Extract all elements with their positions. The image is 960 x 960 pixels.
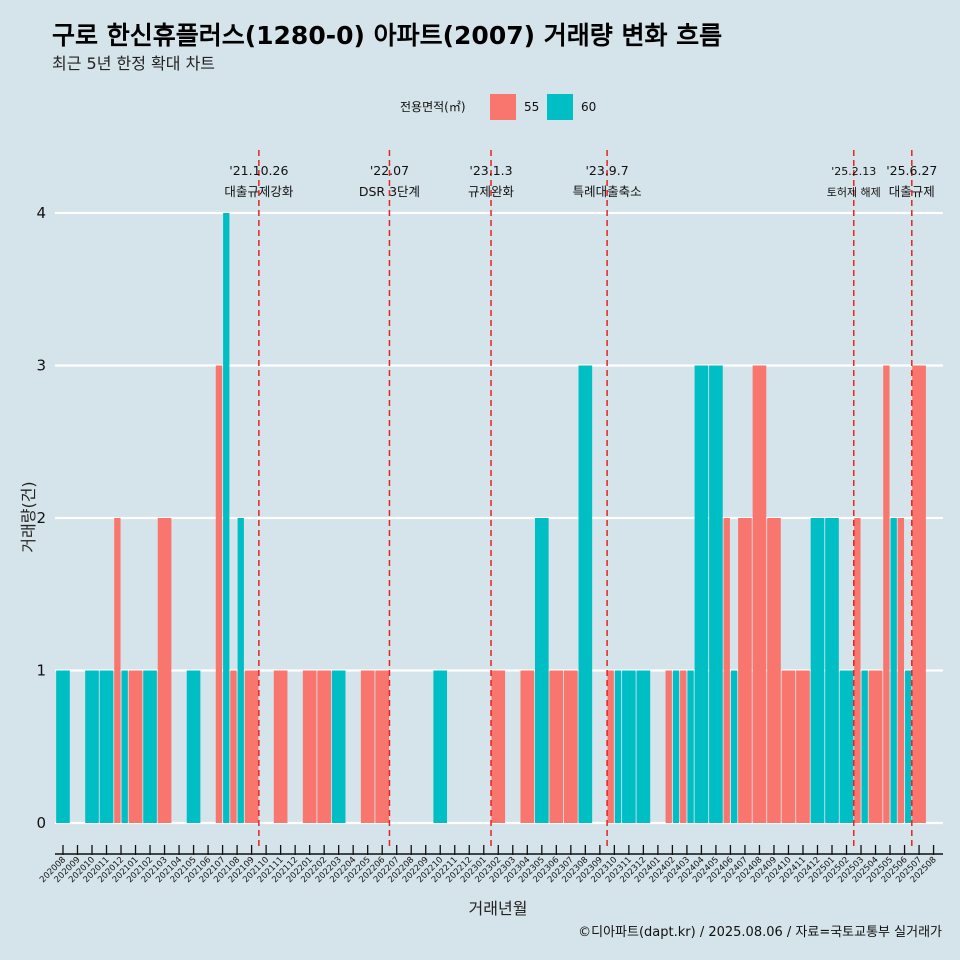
bar-60-202210 bbox=[433, 670, 448, 823]
bar-55-202503 bbox=[854, 518, 861, 823]
bar-55-202306 bbox=[549, 670, 564, 823]
y-tick-label: 3 bbox=[36, 357, 46, 375]
bar-60-202503 bbox=[861, 670, 868, 823]
bar-55-202507 bbox=[912, 365, 926, 823]
bar-55-202402 bbox=[665, 670, 672, 823]
bar-55-202410 bbox=[781, 670, 796, 823]
bar-60-202012 bbox=[121, 670, 128, 823]
bar-60-202406 bbox=[730, 670, 738, 823]
event-date: '23.9.7 bbox=[585, 163, 628, 178]
bar-60-202311 bbox=[622, 670, 636, 823]
bar-55-202205 bbox=[360, 670, 375, 823]
bar-55-202310 bbox=[607, 670, 614, 823]
bar-55-202504 bbox=[868, 670, 883, 823]
legend: 전용면적(㎡) 55 60 bbox=[400, 94, 596, 120]
bar-55-202409 bbox=[767, 518, 781, 823]
bar-60-202102 bbox=[143, 670, 157, 823]
event-date: '25.2.13 bbox=[831, 165, 876, 178]
y-tick-label: 4 bbox=[36, 204, 46, 222]
bar-55-202505 bbox=[883, 365, 890, 823]
bar-55-202103 bbox=[157, 518, 172, 823]
bar-60-202011 bbox=[99, 670, 114, 823]
bars bbox=[56, 213, 926, 823]
bar-60-202305 bbox=[534, 518, 549, 823]
bar-60-202402 bbox=[672, 670, 680, 823]
event-label: DSR 3단계 bbox=[359, 184, 420, 199]
event-label: 규제완화 bbox=[468, 184, 515, 199]
bar-55-202012 bbox=[114, 518, 121, 823]
bar-55-202406 bbox=[723, 518, 730, 823]
y-axis-label: 거래량(건) bbox=[19, 481, 38, 552]
bar-60-202405 bbox=[709, 365, 723, 823]
x-axis: 2020082020092020102020112020122021012021… bbox=[38, 845, 943, 885]
chart-subtitle: 최근 5년 한정 확대 차트 bbox=[52, 54, 215, 73]
event-date: '21.10.26 bbox=[229, 163, 288, 178]
event-date: '23.1.3 bbox=[469, 163, 512, 178]
event-markers: '21.10.26 대출규제강화 '22.07 DSR 3단계 '23.1.3 규제완화 '… bbox=[224, 150, 937, 848]
y-axis-ticks: 0 1 2 3 4 bbox=[36, 204, 46, 832]
bar-60-202404 bbox=[694, 365, 709, 823]
bar-55-202109 bbox=[244, 670, 259, 823]
event-label: 대출규제 bbox=[889, 184, 935, 199]
y-tick-label: 0 bbox=[36, 814, 46, 832]
bar-60-202502 bbox=[839, 670, 854, 823]
y-tick-label: 2 bbox=[36, 509, 46, 527]
bar-55-202107 bbox=[215, 365, 223, 823]
bar-60-202403 bbox=[687, 670, 694, 823]
legend-label-60: 60 bbox=[581, 100, 596, 114]
bar-55-202407 bbox=[738, 518, 752, 823]
bar-55-202307 bbox=[564, 670, 578, 823]
bar-60-202008 bbox=[56, 670, 70, 823]
event-date: '22.07 bbox=[370, 163, 409, 178]
caption: ©디아파트(dapt.kr) / 2025.08.06 / 자료=국토교통부 실… bbox=[578, 925, 942, 940]
bar-55-202206 bbox=[375, 670, 390, 823]
bar-60-202310 bbox=[614, 670, 622, 823]
bar-60-202505 bbox=[890, 518, 897, 823]
legend-swatch-60 bbox=[547, 94, 573, 120]
bar-60-202108 bbox=[237, 518, 244, 823]
event-label: 특례대출축소 bbox=[573, 184, 642, 199]
bar-55-202403 bbox=[680, 670, 687, 823]
bar-55-202506 bbox=[897, 518, 905, 823]
bar-55-202302 bbox=[491, 670, 506, 823]
event-label: 대출규제강화 bbox=[224, 184, 294, 199]
bar-60-202107 bbox=[223, 213, 230, 823]
legend-title: 전용면적(㎡) bbox=[400, 100, 466, 114]
bar-55-202408 bbox=[752, 365, 767, 823]
bar-55-202111 bbox=[273, 670, 288, 823]
bar-60-202506 bbox=[905, 670, 912, 823]
bar-55-202201 bbox=[302, 670, 317, 823]
bar-60-202010 bbox=[85, 670, 99, 823]
bar-60-202312 bbox=[636, 670, 651, 823]
event-date: '25.6.27 bbox=[886, 163, 937, 178]
bar-55-202101 bbox=[128, 670, 143, 823]
legend-swatch-55 bbox=[490, 94, 516, 120]
bar-60-202412 bbox=[810, 518, 825, 823]
bar-60-202105 bbox=[186, 670, 201, 823]
chart-title: 구로 한신휴플러스(1280-0) 아파트(2007) 거래량 변화 흐름 bbox=[52, 21, 722, 50]
bar-55-202202 bbox=[317, 670, 331, 823]
x-axis-label: 거래년월 bbox=[469, 899, 528, 918]
bar-55-202411 bbox=[796, 670, 810, 823]
bar-60-202203 bbox=[331, 670, 346, 823]
y-tick-label: 1 bbox=[36, 662, 46, 680]
bar-60-202308 bbox=[578, 365, 593, 823]
legend-label-55: 55 bbox=[524, 100, 539, 114]
bar-55-202304 bbox=[520, 670, 535, 823]
bar-55-202108 bbox=[230, 670, 237, 823]
bar-60-202501 bbox=[825, 518, 839, 823]
event-label: 토허제 해제 bbox=[827, 185, 881, 199]
